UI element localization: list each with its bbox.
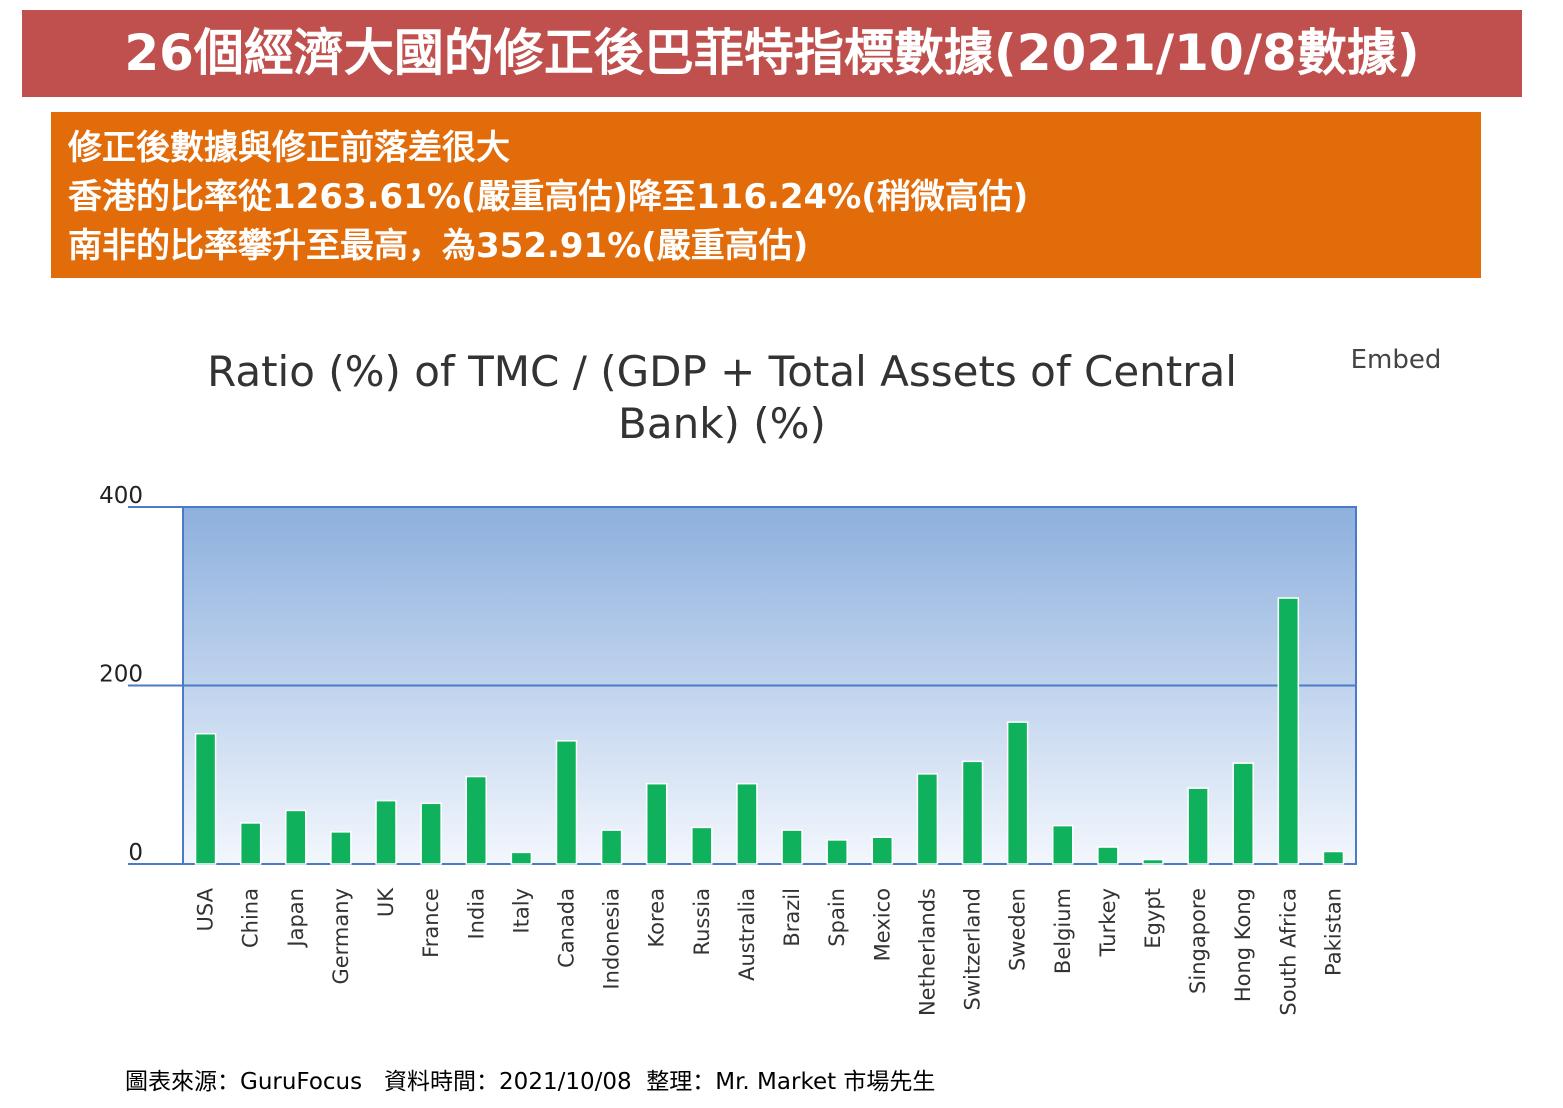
x-label-singapore: Singapore	[1186, 888, 1210, 994]
x-label-egypt: Egypt	[1141, 888, 1165, 949]
bar-usa	[194, 732, 217, 865]
x-label-indonesia: Indonesia	[600, 888, 624, 990]
bar-turkey	[1097, 846, 1119, 865]
bar-indonesia	[600, 829, 623, 865]
x-label-korea: Korea	[645, 888, 669, 948]
note-line-3: 南非的比率攀升至最高，為352.91%(嚴重高估)	[68, 226, 809, 266]
x-label-mexico: Mexico	[870, 888, 894, 961]
note-line-2: 香港的比率從1263.61%(嚴重高估)降至116.24%(稍微高估)	[68, 177, 1029, 217]
x-label-turkey: Turkey	[1096, 888, 1120, 957]
chart-title-line-2: Bank) (%)	[618, 399, 826, 448]
bar-canada	[555, 740, 578, 865]
bar-singapore	[1187, 787, 1209, 865]
x-label-germany: Germany	[329, 888, 353, 985]
x-label-usa: USA	[194, 887, 218, 931]
bar-spain	[826, 839, 848, 865]
x-label-hong-kong: Hong Kong	[1231, 888, 1255, 1002]
bar-south-africa	[1277, 597, 1300, 865]
y-tick-label: 400	[99, 483, 143, 509]
y-tick-label: 0	[128, 840, 143, 866]
x-label-pakistan: Pakistan	[1321, 888, 1345, 976]
x-label-sweden: Sweden	[1006, 888, 1030, 971]
x-label-china: China	[239, 888, 263, 948]
x-label-south-africa: South Africa	[1276, 888, 1300, 1016]
x-label-switzerland: Switzerland	[961, 888, 985, 1011]
bar-netherlands	[916, 773, 939, 865]
bars	[194, 597, 1345, 865]
bar-italy	[510, 851, 533, 865]
bar-japan	[285, 809, 307, 865]
y-tick-label: 200	[99, 662, 143, 688]
x-label-netherlands: Netherlands	[915, 888, 939, 1016]
bar-russia	[691, 826, 713, 865]
bar-korea	[645, 782, 668, 865]
source-caption: 圖表來源：GuruFocus 資料時間：2021/10/08 整理：Mr. Ma…	[125, 1069, 936, 1095]
bar-france	[420, 802, 442, 865]
bar-brazil	[781, 829, 803, 865]
x-label-belgium: Belgium	[1051, 888, 1075, 974]
bar-pakistan	[1322, 850, 1345, 865]
page-title-banner: 26個經濟大國的修正後巴菲特指標數據(2021/10/8數據)	[22, 10, 1522, 97]
x-label-japan: Japan	[284, 888, 308, 949]
x-label-australia: Australia	[735, 888, 759, 981]
x-label-uk: UK	[374, 887, 398, 917]
x-label-spain: Spain	[825, 888, 849, 947]
bar-sweden	[1006, 721, 1029, 865]
x-label-france: France	[419, 888, 443, 958]
bar-germany	[330, 831, 352, 865]
x-label-russia: Russia	[690, 888, 714, 956]
x-label-brazil: Brazil	[780, 888, 804, 947]
chart-title-line-1: Ratio (%) of TMC / (GDP + Total Assets o…	[207, 347, 1237, 396]
y-axis-ticks: 0 200 400	[99, 483, 143, 866]
bar-switzerland	[961, 760, 984, 865]
bar-china	[239, 822, 262, 865]
x-label-india: India	[464, 888, 488, 940]
bar-belgium	[1052, 824, 1074, 865]
note-line-1: 修正後數據與修正前落差很大	[68, 128, 510, 168]
bar-egypt	[1142, 858, 1164, 865]
bar-uk	[375, 799, 397, 865]
x-label-italy: Italy	[509, 888, 533, 934]
bar-hong-kong	[1232, 762, 1254, 865]
highlight-notes: 修正後數據與修正前落差很大 香港的比率從1263.61%(嚴重高估)降至116.…	[51, 112, 1481, 278]
embed-link[interactable]: Embed	[1351, 345, 1442, 375]
x-label-canada: Canada	[554, 888, 578, 968]
bar-mexico	[871, 836, 894, 865]
x-axis-labels: USA China Japan Germany UK France India Italy Ca…	[194, 887, 1346, 1016]
bar-australia	[736, 782, 758, 865]
bar-india	[465, 775, 487, 865]
